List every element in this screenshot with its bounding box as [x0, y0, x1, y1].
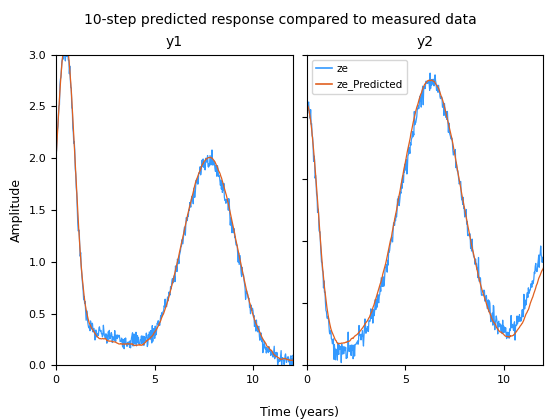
ze_Predicted: [335, 341, 342, 346]
ze: [200, 157, 207, 162]
ze: [545, 251, 552, 256]
ze_Predicted: [428, 77, 435, 82]
ze_Predicted: [506, 334, 513, 339]
ze_Predicted: [62, 50, 69, 55]
ze: [53, 148, 59, 153]
Title: y1: y1: [166, 35, 183, 49]
ze: [422, 80, 429, 85]
ze_Predicted: [255, 326, 262, 331]
ze: [421, 86, 427, 91]
ze_Predicted: [421, 83, 427, 88]
ze_Predicted: [422, 81, 429, 86]
Text: Time (years): Time (years): [260, 406, 339, 419]
ze_Predicted: [171, 270, 178, 275]
Line: ze_Predicted: ze_Predicted: [56, 53, 302, 362]
ze: [437, 94, 444, 99]
ze: [255, 324, 262, 329]
Y-axis label: Amplitude: Amplitude: [10, 178, 23, 242]
ze: [451, 149, 458, 154]
ze: [550, 239, 557, 244]
Line: ze: ze: [56, 47, 302, 365]
Line: ze_Predicted: ze_Predicted: [307, 80, 553, 344]
ze: [294, 355, 301, 360]
ze_Predicted: [170, 276, 177, 281]
ze: [506, 326, 513, 331]
ze_Predicted: [304, 102, 310, 107]
Line: ze: ze: [307, 73, 553, 362]
ze_Predicted: [186, 203, 193, 208]
Text: 10-step predicted response compared to measured data: 10-step predicted response compared to m…: [83, 13, 477, 26]
ze: [186, 200, 193, 205]
ze_Predicted: [297, 360, 304, 365]
ze_Predicted: [293, 359, 300, 364]
ze: [170, 279, 177, 284]
ze: [64, 44, 71, 49]
ze_Predicted: [299, 359, 306, 364]
ze_Predicted: [550, 254, 557, 259]
ze: [338, 360, 344, 365]
ze: [304, 99, 310, 104]
ze: [427, 71, 433, 76]
ze: [274, 363, 281, 368]
ze_Predicted: [437, 93, 444, 98]
ze_Predicted: [200, 161, 207, 166]
Title: y2: y2: [417, 35, 433, 49]
ze: [171, 279, 178, 284]
Legend: ze, ze_Predicted: ze, ze_Predicted: [312, 60, 407, 94]
ze_Predicted: [53, 158, 59, 163]
ze_Predicted: [451, 149, 458, 154]
ze_Predicted: [545, 256, 552, 261]
ze: [299, 355, 306, 360]
